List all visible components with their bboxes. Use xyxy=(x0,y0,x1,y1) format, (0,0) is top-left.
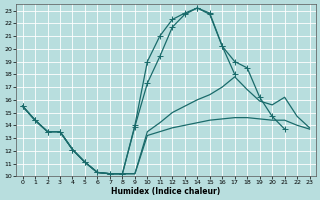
X-axis label: Humidex (Indice chaleur): Humidex (Indice chaleur) xyxy=(111,187,221,196)
